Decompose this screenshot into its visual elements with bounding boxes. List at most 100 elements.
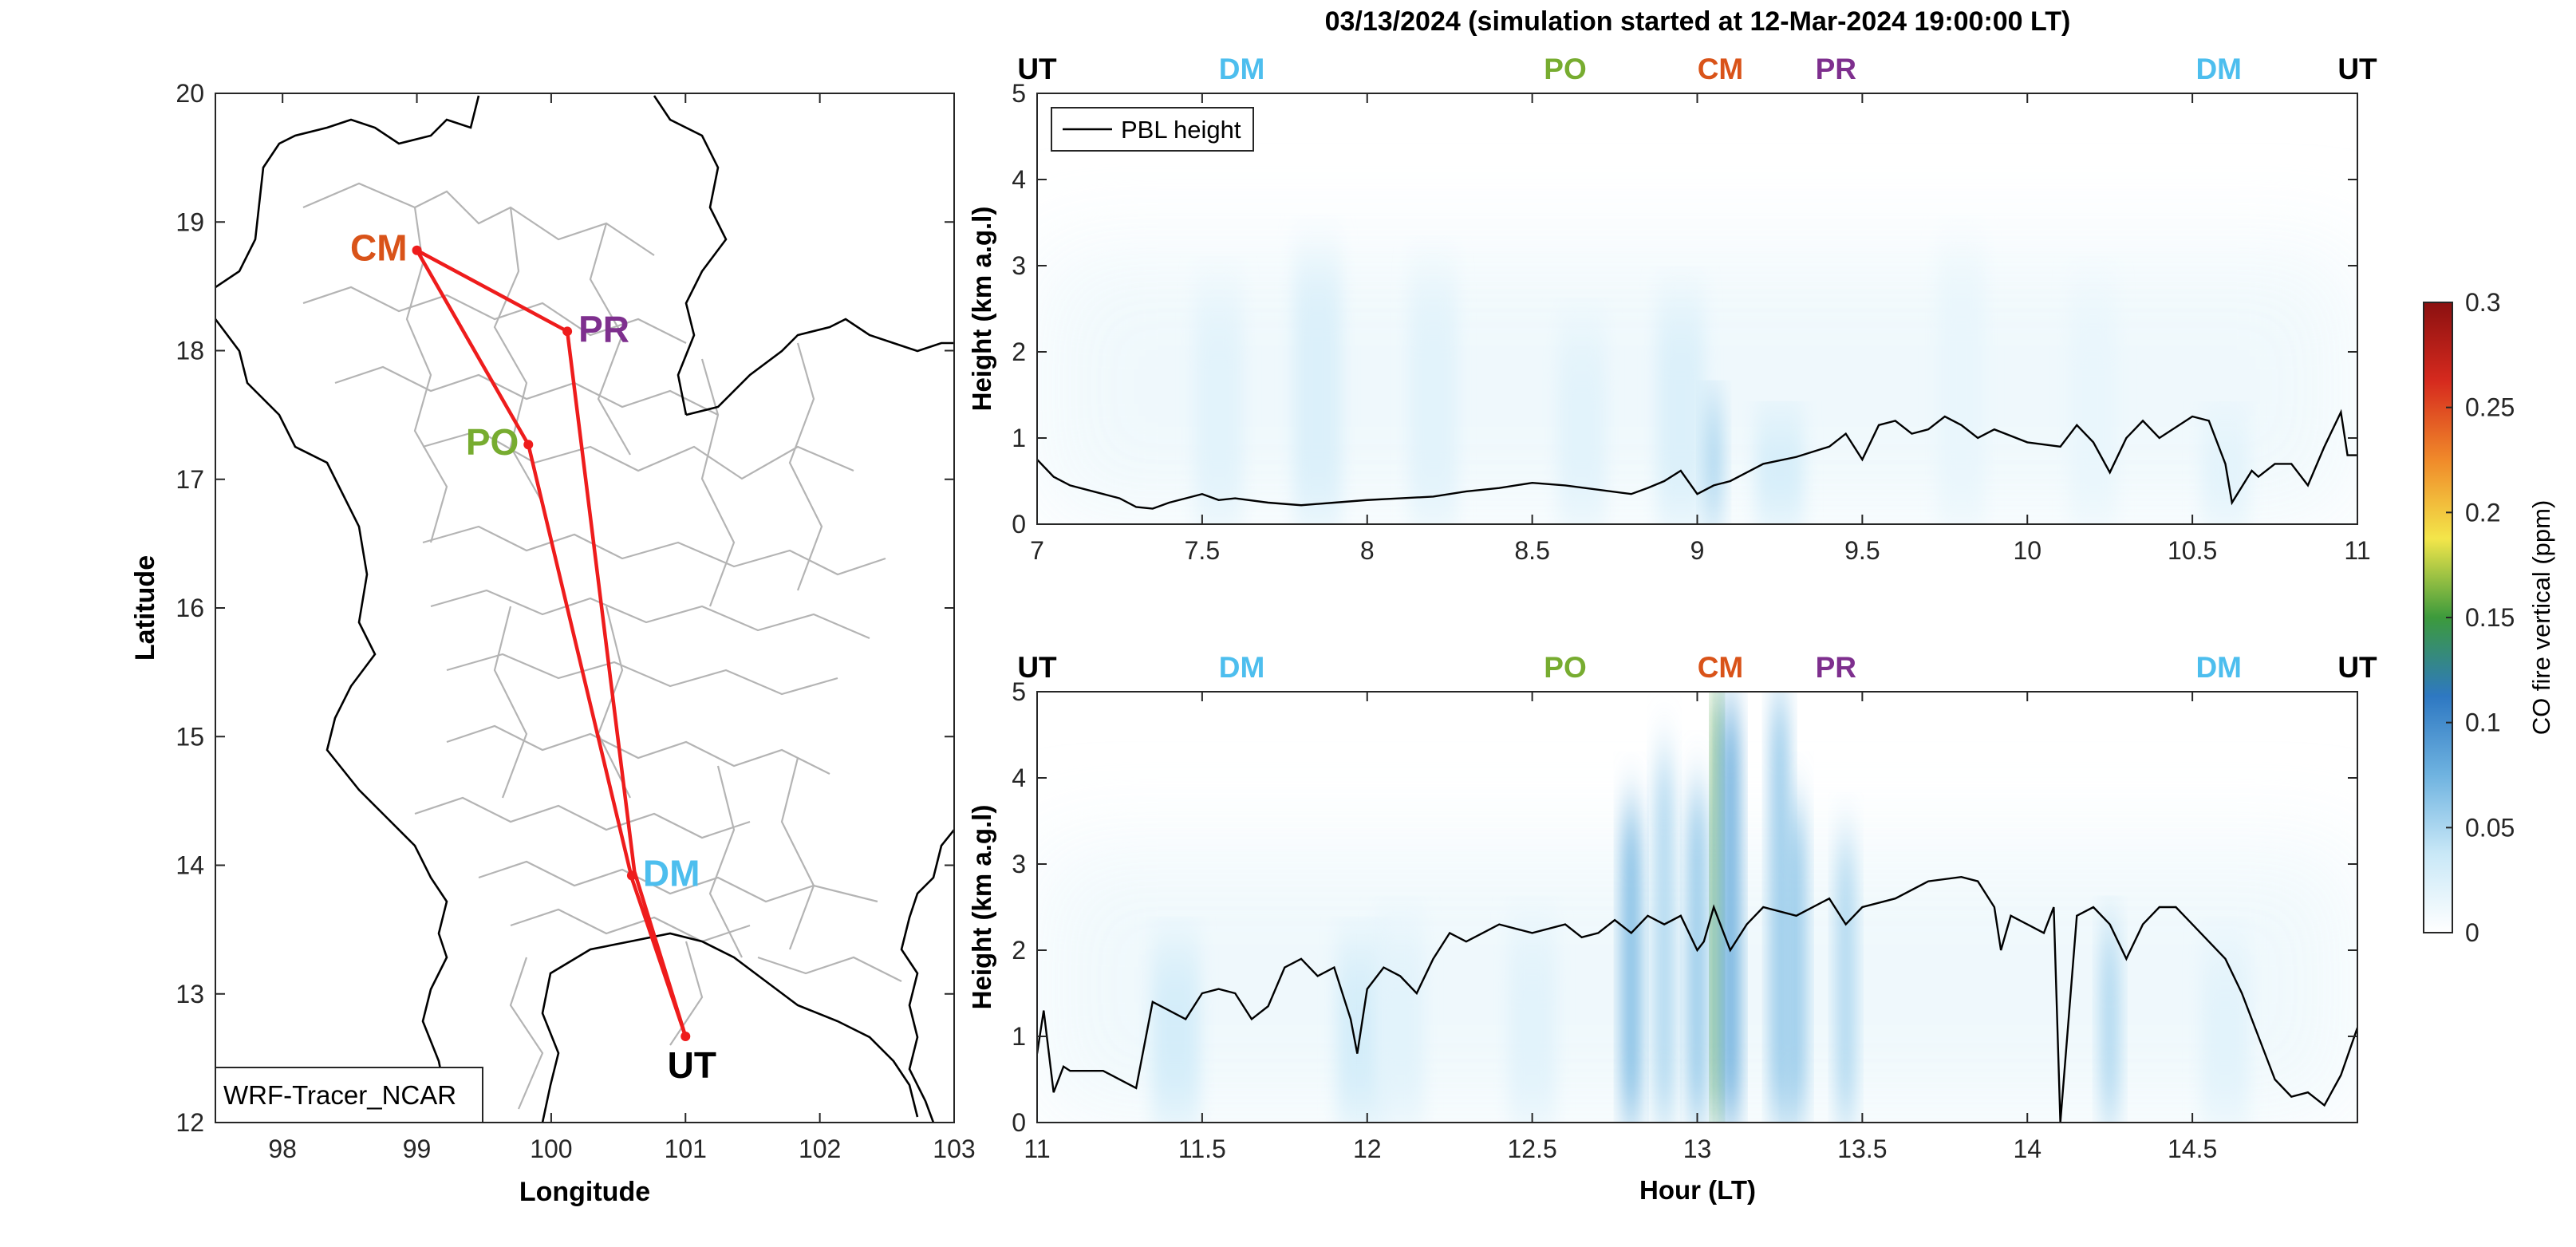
map-ytick-label: 16: [176, 594, 204, 622]
bot-co-plume: [1713, 692, 1722, 1119]
bot-site-dm: DM: [1219, 651, 1265, 684]
bot-xtick-label: 11.5: [1178, 1135, 1226, 1163]
legend-label: PBL height: [1121, 116, 1241, 144]
bot-co-plume: [1151, 950, 1200, 1119]
top-co-plume: [1937, 266, 1986, 520]
map-ytick-label: 14: [176, 851, 204, 880]
top-xtick-label: 7.5: [1185, 536, 1220, 565]
colorbar-tick-label: 0.25: [2465, 393, 2515, 422]
top-ticks: [1036, 93, 2358, 525]
bot-ytick-label: 3: [1012, 850, 1026, 878]
colorbar-label: CO fire vertical (ppm): [2527, 500, 2555, 736]
bot-site-ut: UT: [2337, 651, 2377, 684]
country-border: [215, 95, 954, 1123]
bot-site-pr: PR: [1816, 651, 1856, 684]
figure-title: 03/13/2024 (simulation started at 12-Mar…: [1325, 6, 2071, 37]
colorbar-tick-label: 0: [2465, 918, 2479, 947]
colorbar-tick-label: 0.2: [2465, 498, 2500, 527]
model-label-box: [215, 1067, 483, 1123]
top-xtick-label: 9: [1690, 536, 1705, 565]
map-site-label-ut: UT: [668, 1044, 716, 1086]
map-site-label-dm: DM: [643, 852, 700, 894]
bot-site-po: PO: [1544, 651, 1586, 684]
bot-ytick-label: 5: [1012, 677, 1026, 706]
bot-co-plume: [1622, 812, 1640, 1119]
top-pbl-line: [1037, 408, 2357, 510]
bot-ytick-label: 2: [1012, 936, 1026, 965]
map-xtick-label: 102: [799, 1135, 841, 1163]
top-ytick-label: 0: [1012, 510, 1026, 539]
bottom-ticks: [1036, 691, 2357, 1123]
top-co-field: [1037, 248, 2357, 524]
top-xtick-label: 9.5: [1844, 536, 1880, 565]
bot-co-plume: [1376, 933, 1425, 1119]
top-co-plume: [1194, 300, 1243, 520]
bottom-pbl-line: [1037, 875, 2357, 1123]
bot-xtick-label: 13.5: [1837, 1135, 1887, 1163]
top-ytick-label: 4: [1012, 165, 1026, 194]
top-ytick-label: 3: [1012, 251, 1026, 280]
top-co-plume: [1656, 309, 1705, 520]
bot-co-plume: [1721, 708, 1739, 1119]
top-site-dm: DM: [2195, 53, 2242, 85]
bot-ytick-label: 4: [1012, 764, 1026, 792]
colorbar-ticks: 0 0.05 0.1 0.15 0.2 0.25 0.3: [2446, 288, 2515, 947]
bot-site-dm: DM: [2195, 651, 2242, 684]
top-ytick-label: 5: [1012, 79, 1026, 108]
top-co-plume: [1557, 334, 1606, 520]
bot-ytick-label: 1: [1012, 1022, 1026, 1051]
map-xtick-label: 101: [665, 1135, 707, 1163]
top-co-plume: [1293, 266, 1342, 520]
bot-co-plume: [1787, 812, 1805, 1119]
map-ytick-label: 15: [176, 722, 204, 751]
top-ylabel: Height (km a.g.l): [967, 207, 996, 412]
top-site-po: PO: [1544, 53, 1586, 85]
bot-co-plume: [2101, 933, 2119, 1119]
bot-xtick-label: 14: [2013, 1135, 2041, 1163]
top-xtick-label: 10.5: [2168, 536, 2217, 565]
top-tick-labels: 7 7.5 8 8.5 9 9.5 10 10.5 11 0 1 2 3 4 5: [1012, 79, 2370, 565]
map-panel: 98 99 100 101 102 103 12 13 14 15 16 17 18 19 20 Longi…: [130, 79, 976, 1207]
bot-xtick-label: 12: [1353, 1135, 1382, 1163]
model-label: WRF-Tracer_NCAR: [223, 1080, 456, 1110]
legend: PBL height: [1051, 107, 1254, 152]
top-site-pr: PR: [1816, 53, 1856, 85]
top-ytick-label: 2: [1012, 337, 1026, 366]
colorbar-tick-label: 0.3: [2465, 288, 2500, 317]
map-xtick-label: 100: [530, 1135, 572, 1163]
top-site-ut: UT: [1017, 53, 1057, 85]
site-dot-dm: [626, 870, 637, 881]
top-co-plume: [1705, 403, 1723, 520]
top-xtick-label: 7: [1030, 536, 1044, 565]
bot-xtick-label: 11: [1024, 1135, 1050, 1163]
bot-co-plume: [2201, 950, 2250, 1119]
top-co-plume: [1409, 282, 1458, 520]
map-xtick-label: 103: [933, 1135, 975, 1163]
site-dot-po: [523, 440, 534, 450]
map-ylabel: Latitude: [130, 555, 160, 661]
map-xlabel: Longitude: [519, 1177, 650, 1207]
map-ytick-label: 18: [176, 337, 204, 365]
site-dot-cm: [412, 245, 422, 255]
bottom-site-markers: UT DM PO CM PR DM UT: [1017, 651, 2377, 684]
bot-xtick-label: 14.5: [2168, 1135, 2217, 1163]
bottom-xlabel: Hour (LT): [1639, 1175, 1756, 1205]
map-xtick-label: 98: [268, 1135, 297, 1163]
map-ytick-label: 12: [176, 1108, 204, 1137]
map-site-label-cm: CM: [350, 227, 408, 269]
bot-site-ut: UT: [1017, 651, 1057, 684]
bot-co-plume: [1508, 933, 1556, 1119]
colorbar-tick-label: 0.15: [2465, 603, 2515, 632]
top-xtick-label: 8.5: [1514, 536, 1549, 565]
top-xtick-label: 10: [2013, 536, 2041, 565]
colorbar: 0 0.05 0.1 0.15 0.2 0.25 0.3 CO fire vertical …: [2423, 288, 2555, 947]
bot-co-plume: [1836, 846, 1855, 1119]
map-xtick-label: 99: [403, 1135, 432, 1163]
map-axes: [215, 93, 954, 1123]
map-ytick-label: 13: [176, 980, 204, 1008]
top-ytick-label: 1: [1012, 424, 1026, 452]
